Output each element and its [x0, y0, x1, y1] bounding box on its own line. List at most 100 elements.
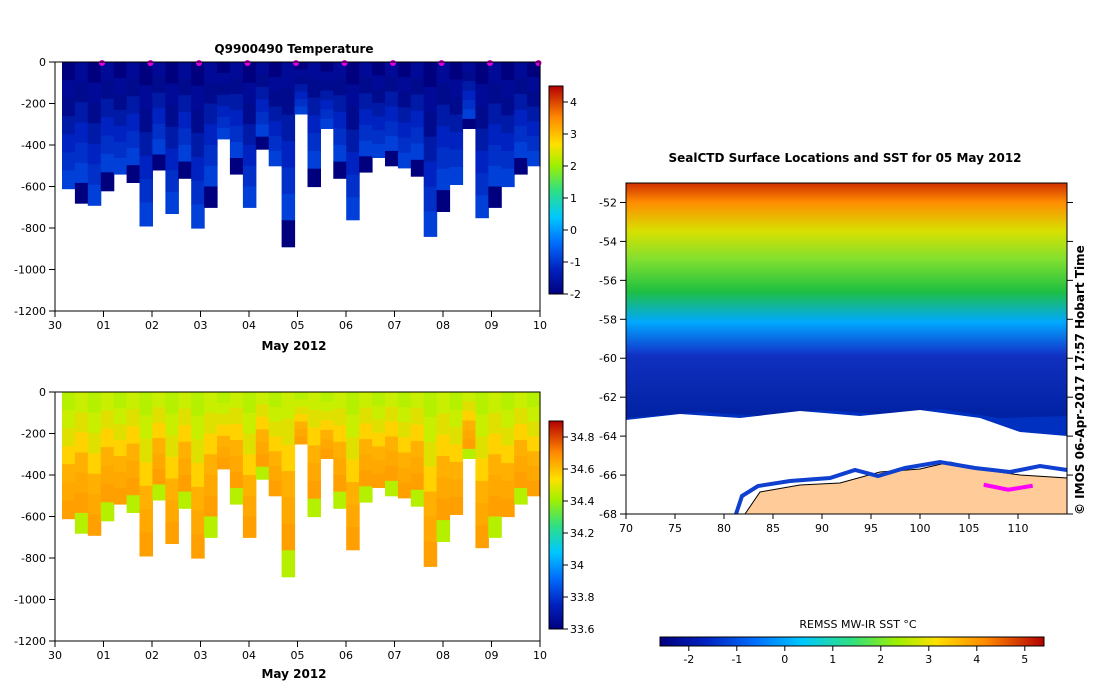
- map-lat-axis: -52 -54 -56 -58 -60 -62 -64 -66 -68: [599, 196, 1073, 521]
- x-tick-label: 08: [436, 319, 450, 332]
- profile-cell: [397, 62, 412, 78]
- profile-cell: [449, 479, 464, 498]
- profile-cell: [217, 94, 231, 107]
- profile-cell: [397, 107, 412, 124]
- profile-cell: [217, 105, 231, 118]
- profile-cell: [100, 502, 115, 522]
- profile-cell: [488, 495, 502, 518]
- colorbar-tick-label: 0: [570, 224, 577, 237]
- sst-colorbar-tick-label: 2: [877, 653, 884, 666]
- profile-cell: [462, 109, 476, 120]
- profile-cell: [74, 142, 89, 164]
- profile-cell: [436, 392, 451, 414]
- profile-cell: [527, 421, 541, 437]
- profile-cell: [165, 62, 179, 85]
- profile-cell: [126, 478, 141, 496]
- profile-cell: [165, 126, 179, 150]
- profile-cell: [100, 80, 115, 100]
- profile-cell: [165, 478, 179, 501]
- map-axes-frame: [625, 182, 1068, 515]
- profile-cell: [346, 129, 360, 153]
- sst-colorbar-tick-label: -2: [683, 653, 694, 666]
- profile-cell: [152, 422, 166, 439]
- profile-cell: [204, 454, 218, 476]
- map-title: SealCTD Surface Locations and SST for 05…: [668, 151, 1021, 165]
- profile-cell: [359, 439, 373, 456]
- profile-cell: [126, 165, 141, 183]
- colorbar-tick-label: 34.8: [570, 431, 595, 444]
- profile-cell: [346, 392, 360, 416]
- sst-colorbar-tick-label: 3: [925, 653, 932, 666]
- profile-cell: [449, 166, 464, 185]
- profile-cell: [126, 392, 141, 410]
- temperature-panel: Q9900490 Temperature 0 -200 -400 -600 -800 -1…: [14, 42, 581, 353]
- colorbar-tick-label: 34.6: [570, 463, 595, 476]
- profile-cell: [501, 97, 515, 116]
- profile-cell: [268, 76, 283, 93]
- profile-cell: [204, 433, 218, 455]
- profile-cell: [372, 62, 386, 77]
- profile-cell: [372, 473, 386, 488]
- colorbar-tick-label: -1: [570, 256, 581, 269]
- profile-cell: [501, 115, 515, 134]
- profile-cell: [475, 503, 489, 526]
- colorbar-tick-label: 34: [570, 559, 584, 572]
- profile-cell: [255, 99, 270, 113]
- y-tick-label: -1000: [14, 594, 46, 607]
- profile-cell: [113, 456, 128, 473]
- x-tick-label: 04: [242, 649, 256, 662]
- profile-cell: [191, 439, 205, 464]
- profile-cell: [74, 452, 89, 474]
- profile-cell: [372, 392, 386, 407]
- profile-cell: [217, 435, 231, 448]
- profile-cell: [191, 85, 205, 110]
- profile-cell: [307, 62, 321, 81]
- y-tick-label: -600: [21, 181, 46, 194]
- profile-cell: [126, 460, 141, 479]
- x-tick-label: 02: [145, 319, 159, 332]
- profile-cell: [165, 435, 179, 458]
- profile-cell: [255, 416, 270, 430]
- profile-cell: [100, 447, 115, 467]
- profile-cell: [372, 130, 386, 145]
- profile-cell: [165, 148, 179, 171]
- profile-cell: [204, 186, 218, 208]
- profile-cell: [307, 445, 321, 464]
- profile-cell: [359, 93, 373, 110]
- lat-tick-label: -66: [599, 469, 617, 482]
- profile-cell: [294, 62, 308, 70]
- x-tick-label: 09: [485, 649, 499, 662]
- profile-cell: [385, 480, 399, 497]
- profile-cell: [113, 78, 128, 95]
- profile-cell: [514, 440, 528, 457]
- profile-cell: [320, 118, 334, 129]
- profile-cell: [527, 121, 541, 137]
- profile-cell: [62, 392, 76, 411]
- profile-cell: [178, 161, 192, 179]
- profile-cell: [204, 392, 218, 414]
- profile-cell: [475, 128, 489, 152]
- profile-cell: [385, 136, 399, 152]
- profile-cell: [281, 550, 296, 578]
- profile-cell: [268, 421, 283, 437]
- sea-ice-area: [626, 410, 1067, 470]
- profile-cell: [423, 466, 438, 493]
- profile-cell: [281, 220, 296, 248]
- profile-cell: [449, 427, 464, 446]
- profile-cell: [359, 77, 373, 94]
- profile-cell: [514, 408, 528, 425]
- profile-cell: [217, 413, 231, 426]
- profile-cell: [436, 104, 451, 127]
- x-tick-label: 01: [97, 649, 111, 662]
- profile-cell: [410, 440, 425, 458]
- profile-cell: [255, 136, 270, 150]
- profile-cell: [501, 133, 515, 152]
- profile-cell: [488, 165, 502, 188]
- profile-cell: [87, 392, 102, 414]
- profile-cell: [152, 77, 166, 94]
- profile-cell: [74, 512, 89, 534]
- profile-cell: [514, 392, 528, 409]
- profile-cell: [346, 107, 360, 131]
- profile-cell: [501, 79, 515, 99]
- profile-cell: [281, 471, 296, 499]
